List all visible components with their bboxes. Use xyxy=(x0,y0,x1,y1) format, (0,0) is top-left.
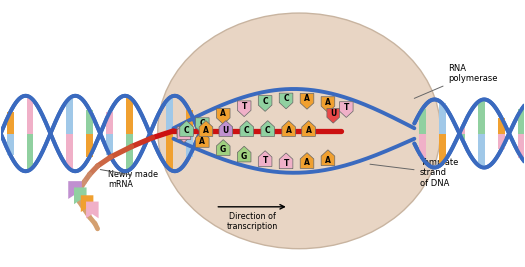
Bar xyxy=(498,134,505,149)
Text: A: A xyxy=(286,126,291,135)
Bar xyxy=(106,112,113,134)
Text: A: A xyxy=(304,95,310,104)
Text: G: G xyxy=(220,145,226,154)
Text: A: A xyxy=(220,109,226,119)
Text: T: T xyxy=(262,156,268,166)
Bar xyxy=(478,134,485,167)
Bar xyxy=(86,110,93,134)
Polygon shape xyxy=(258,96,272,111)
Text: A: A xyxy=(203,126,209,135)
Text: T: T xyxy=(242,102,247,111)
Polygon shape xyxy=(86,202,99,218)
Text: A: A xyxy=(306,126,311,135)
Text: U: U xyxy=(330,109,337,118)
Polygon shape xyxy=(279,93,293,109)
Ellipse shape xyxy=(158,13,440,249)
Polygon shape xyxy=(180,121,193,136)
Polygon shape xyxy=(300,153,314,168)
Text: U: U xyxy=(223,126,229,135)
Polygon shape xyxy=(68,181,82,199)
Polygon shape xyxy=(240,121,254,136)
Text: T: T xyxy=(343,103,349,112)
Text: G: G xyxy=(241,152,247,161)
Bar xyxy=(186,110,193,134)
Bar xyxy=(518,109,525,134)
Bar xyxy=(126,97,133,134)
Text: T: T xyxy=(181,129,187,139)
Text: C: C xyxy=(244,126,249,135)
Polygon shape xyxy=(340,102,353,117)
Polygon shape xyxy=(219,121,233,136)
Bar xyxy=(86,134,93,157)
Text: Direction of
transcription: Direction of transcription xyxy=(226,212,278,231)
Text: C: C xyxy=(262,97,268,106)
Bar xyxy=(27,134,34,170)
Bar xyxy=(66,134,73,169)
Bar xyxy=(439,134,446,164)
Bar xyxy=(478,100,485,134)
Bar xyxy=(419,109,426,134)
Polygon shape xyxy=(279,153,293,169)
Polygon shape xyxy=(177,127,191,143)
Polygon shape xyxy=(81,195,93,212)
Polygon shape xyxy=(321,150,335,166)
Text: A: A xyxy=(304,158,310,167)
Polygon shape xyxy=(216,140,230,155)
Polygon shape xyxy=(261,121,275,136)
Polygon shape xyxy=(327,108,340,123)
Polygon shape xyxy=(199,121,213,136)
Text: Newly made
mRNA: Newly made mRNA xyxy=(108,170,158,189)
Text: A: A xyxy=(200,137,205,146)
Polygon shape xyxy=(195,118,209,134)
Polygon shape xyxy=(258,151,272,166)
Text: C: C xyxy=(184,126,190,135)
Bar xyxy=(106,134,113,155)
Text: C: C xyxy=(284,94,289,103)
Polygon shape xyxy=(195,132,209,147)
Text: A: A xyxy=(325,156,331,164)
Bar xyxy=(459,134,465,139)
Text: RNA
polymerase: RNA polymerase xyxy=(414,64,498,98)
Bar xyxy=(518,134,525,158)
Bar xyxy=(498,118,505,134)
Text: T: T xyxy=(284,159,289,168)
Polygon shape xyxy=(282,121,296,136)
Text: A: A xyxy=(325,98,331,107)
Bar xyxy=(166,98,173,134)
Polygon shape xyxy=(300,93,314,109)
Bar xyxy=(439,103,446,134)
Bar xyxy=(186,134,193,157)
Bar xyxy=(27,97,34,134)
Polygon shape xyxy=(177,124,191,139)
Polygon shape xyxy=(302,121,316,136)
Text: C: C xyxy=(265,126,270,135)
Polygon shape xyxy=(237,146,251,162)
Bar xyxy=(66,98,73,134)
Bar xyxy=(7,134,14,155)
Bar xyxy=(166,134,173,169)
Text: C: C xyxy=(200,119,205,128)
Bar xyxy=(126,134,133,170)
Polygon shape xyxy=(216,108,230,124)
Bar xyxy=(459,128,465,134)
Polygon shape xyxy=(321,97,335,112)
Bar xyxy=(7,112,14,134)
Bar xyxy=(419,134,426,158)
Polygon shape xyxy=(237,101,251,117)
Text: T: T xyxy=(181,128,187,137)
Polygon shape xyxy=(74,187,87,204)
Text: Template
strand
of DNA: Template strand of DNA xyxy=(370,158,458,188)
